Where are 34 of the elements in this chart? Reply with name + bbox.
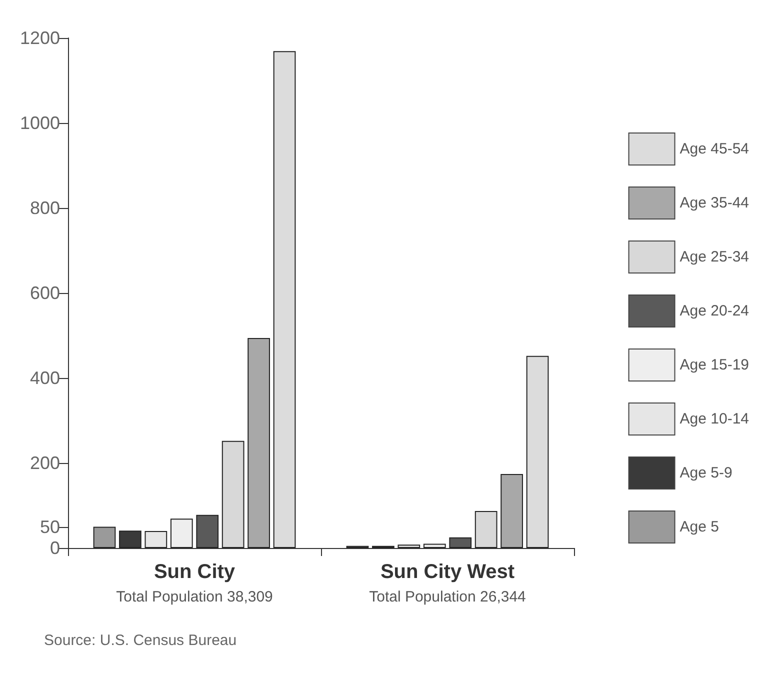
- bar: [526, 356, 549, 548]
- y-tick-label: 1200: [20, 28, 60, 48]
- bar: [449, 537, 472, 548]
- y-tick-label: 1000: [20, 113, 60, 133]
- bar: [144, 531, 168, 548]
- legend-label: Age 20-24: [680, 302, 750, 320]
- y-tick-label: 400: [30, 368, 60, 388]
- bar: [423, 544, 446, 548]
- bar: [273, 51, 296, 548]
- text: Total Population 26,344: [369, 588, 526, 606]
- legend-label: Age 15-19: [680, 356, 750, 374]
- legend-label: Age 25-34: [680, 248, 750, 266]
- text: Total Population 38,309: [116, 588, 273, 606]
- y-tick-label: 0: [50, 538, 60, 558]
- legend-label: Age 45-54: [680, 140, 750, 158]
- bar: [93, 526, 116, 548]
- legend-label: Age 10-14: [680, 410, 750, 428]
- bar: [196, 514, 219, 548]
- x-tick-label: Sun City: [154, 561, 236, 583]
- bar: [500, 474, 523, 548]
- bar: [474, 511, 498, 548]
- y-tick-label: 800: [30, 198, 60, 218]
- y-tick-label: 600: [30, 283, 60, 303]
- bar: [170, 518, 193, 548]
- y-tick-label: 200: [30, 453, 60, 473]
- legend-label: Age 35-44: [680, 194, 750, 212]
- legend-label: Age 5: [680, 518, 719, 536]
- bar: [248, 338, 270, 548]
- x-tick-label: Sun City West: [380, 561, 515, 583]
- bar: [398, 544, 420, 548]
- bar: [222, 440, 244, 548]
- y-tick-label: 50: [40, 516, 60, 537]
- legend-label: Age 5-9: [680, 464, 732, 482]
- source-note: Source: U.S. Census Bureau: [44, 632, 237, 649]
